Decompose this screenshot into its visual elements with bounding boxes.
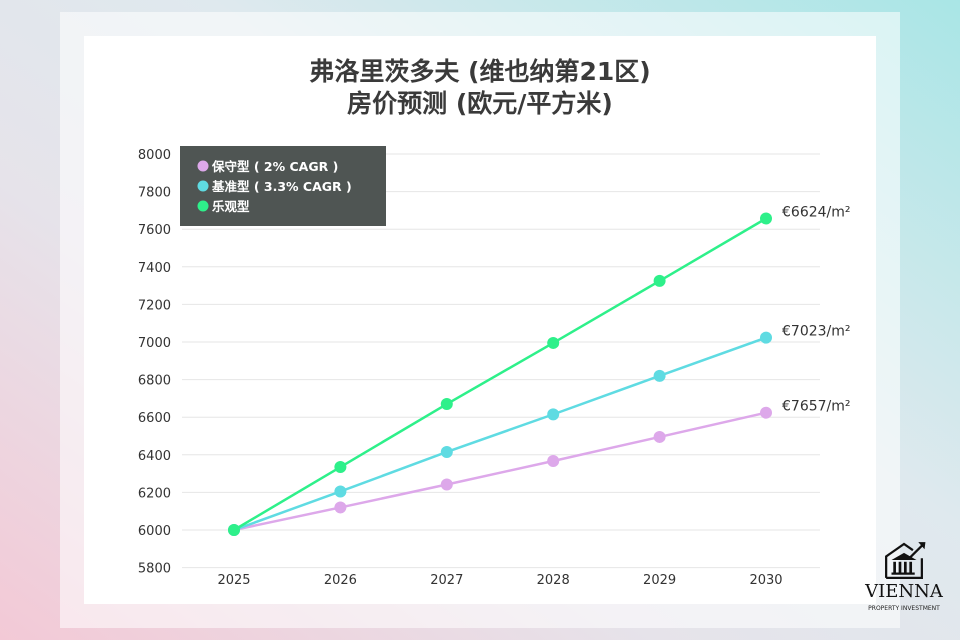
y-tick-label: 7000 — [138, 336, 171, 351]
legend-marker — [197, 180, 209, 192]
x-tick-label: 2025 — [217, 573, 250, 588]
title-line-2: 房价预测 (欧元/平方米) — [347, 89, 613, 118]
y-tick-label: 7800 — [138, 186, 171, 201]
chart-title: 弗洛里茨多夫 (维也纳第21区) 房价预测 (欧元/平方米) — [84, 56, 876, 120]
data-point — [653, 369, 666, 382]
end-value-label: €7023/m² — [782, 324, 851, 340]
data-point — [760, 331, 772, 344]
y-tick-label: 6800 — [138, 374, 171, 389]
chart-card — [84, 36, 876, 604]
x-tick-label: 2028 — [537, 573, 570, 588]
data-point — [760, 212, 772, 225]
end-value-label: €6624/m² — [782, 204, 851, 220]
data-point — [547, 336, 560, 349]
data-point — [440, 445, 453, 458]
data-point — [440, 478, 453, 491]
x-tick-label: 2030 — [749, 573, 782, 588]
series-line — [233, 411, 767, 532]
series-line — [233, 336, 767, 532]
logo-name: VIENNA — [865, 581, 943, 602]
y-tick-label: 5800 — [138, 562, 171, 577]
house-columns-icon — [885, 542, 926, 579]
y-tick-label: 6600 — [138, 411, 171, 426]
data-point — [334, 485, 347, 498]
y-tick-label: 6000 — [138, 524, 171, 539]
x-tick-label: 2026 — [324, 573, 357, 588]
y-tick-label: 8000 — [138, 148, 171, 163]
y-tick-label: 7600 — [138, 223, 171, 238]
legend-label: 乐观型 — [212, 199, 250, 214]
data-point — [547, 455, 560, 468]
title-line-1: 弗洛里茨多夫 (维也纳第21区) — [309, 57, 651, 86]
y-tick-label: 7400 — [138, 261, 171, 276]
legend-marker — [197, 160, 209, 172]
legend-label: 基准型 ( 3.3% CAGR ) — [211, 179, 352, 194]
x-tick-label: 2027 — [430, 573, 463, 588]
legend-label: 保守型 ( 2% CAGR ) — [211, 159, 338, 174]
data-point — [228, 524, 240, 536]
data-point — [440, 398, 453, 411]
y-tick-label: 6200 — [138, 486, 171, 501]
legend-marker — [197, 200, 209, 212]
y-tick-label: 7200 — [138, 298, 171, 313]
data-point — [334, 461, 347, 474]
data-point — [653, 274, 666, 287]
data-point — [334, 501, 347, 514]
y-tick-label: 6400 — [138, 449, 171, 464]
data-point — [547, 408, 560, 421]
logo-tagline: PROPERTY INVESTMENT — [868, 605, 940, 612]
vienna-logo: VIENNA PROPERTY INVESTMENT — [852, 540, 956, 613]
legend-box — [180, 146, 386, 226]
x-tick-label: 2029 — [643, 573, 676, 588]
data-point — [760, 406, 772, 419]
data-point — [653, 430, 666, 443]
end-value-label: €7657/m² — [782, 399, 851, 415]
series-line — [233, 217, 767, 532]
